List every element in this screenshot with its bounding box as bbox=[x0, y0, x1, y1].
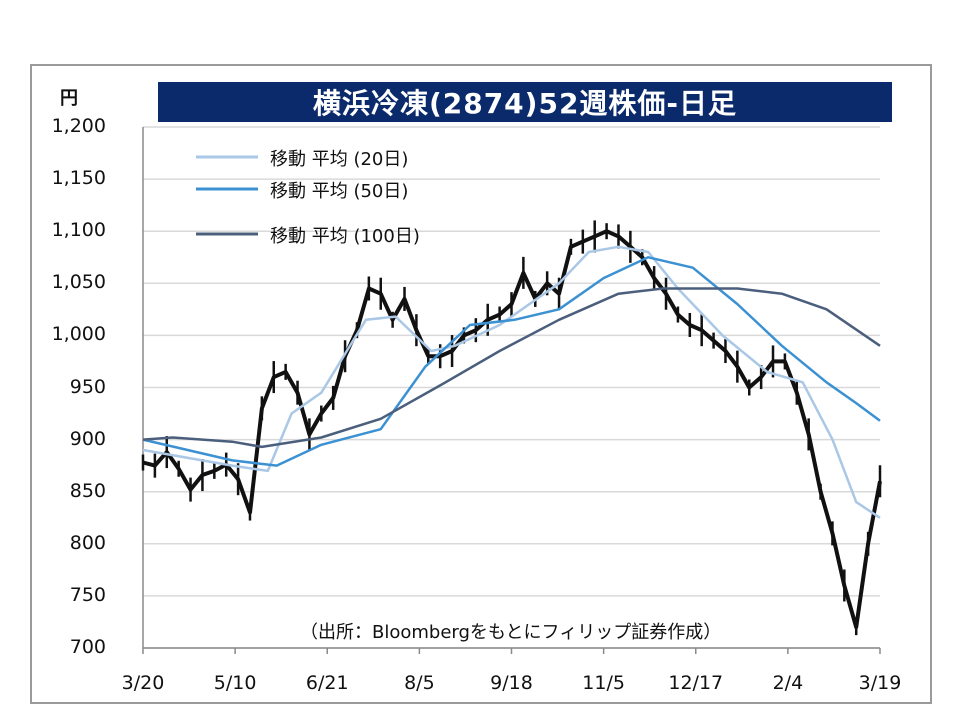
x-tick-label: 11/5 bbox=[582, 672, 625, 694]
y-tick-label: 1,100 bbox=[51, 219, 106, 242]
legend-label: 移動 平均 (50日) bbox=[270, 181, 409, 202]
legend-label: 移動 平均 (100日) bbox=[270, 226, 420, 247]
series-ma-1 bbox=[142, 256, 881, 467]
y-tick-label: 1,000 bbox=[51, 323, 106, 346]
x-tick-label: 6/21 bbox=[305, 672, 349, 694]
y-tick-label: 900 bbox=[69, 427, 106, 450]
x-tick-label: 2/4 bbox=[772, 672, 804, 694]
x-tick-label: 12/17 bbox=[668, 672, 724, 694]
chart-frame bbox=[30, 64, 932, 704]
y-tick-label: 750 bbox=[69, 583, 106, 606]
y-tick-label: 1,150 bbox=[51, 167, 106, 190]
series-price-line bbox=[142, 229, 882, 630]
x-tick-label: 9/18 bbox=[490, 672, 533, 694]
series-ma-0 bbox=[142, 245, 881, 519]
y-tick-label: 800 bbox=[69, 531, 106, 554]
chart-title: 横浜冷凍(2874)52週株価-日足 bbox=[158, 82, 892, 122]
x-tick-label: 8/5 bbox=[404, 672, 435, 694]
x-tick-label: 3/20 bbox=[121, 672, 165, 694]
y-tick-label: 950 bbox=[69, 375, 106, 398]
legend-label: 移動 平均 (20日) bbox=[270, 149, 409, 170]
x-tick-label: 3/19 bbox=[858, 672, 902, 694]
y-unit-label: 円 bbox=[60, 88, 78, 109]
y-tick-label: 1,050 bbox=[51, 271, 106, 294]
source-note: （出所：Bloombergをもとにフィリップ証券作成） bbox=[300, 622, 722, 643]
y-tick-label: 1,200 bbox=[51, 115, 106, 137]
x-tick-label: 5/10 bbox=[213, 672, 257, 694]
series-ma-2 bbox=[142, 287, 881, 449]
y-tick-label: 850 bbox=[69, 479, 106, 502]
y-tick-label: 700 bbox=[69, 636, 106, 658]
